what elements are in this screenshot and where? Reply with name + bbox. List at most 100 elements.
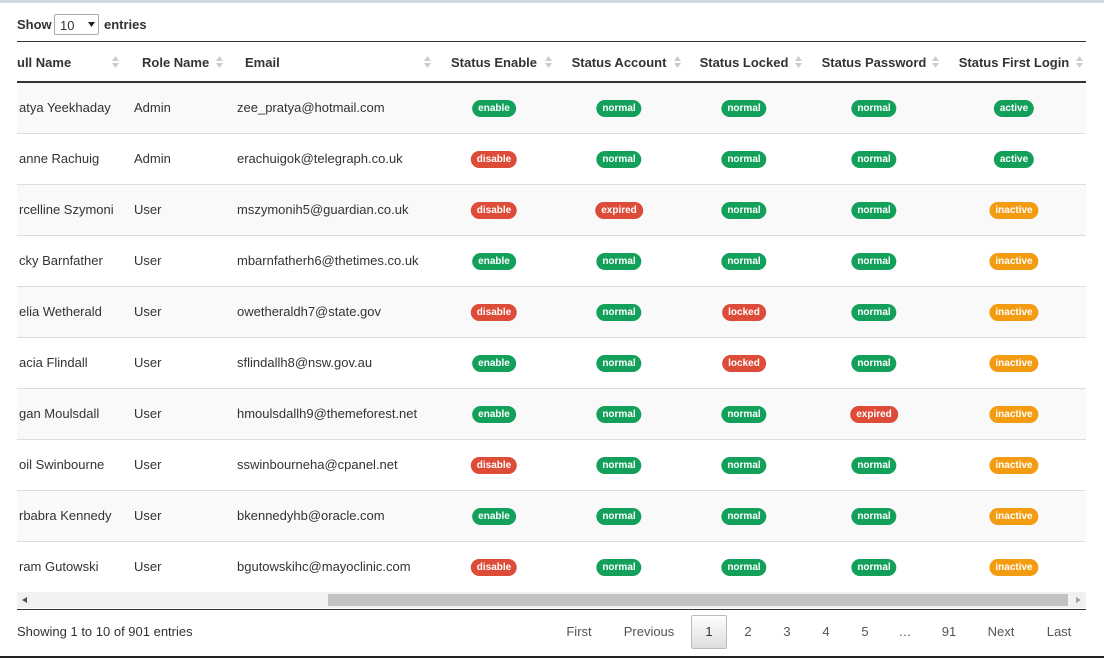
scroll-thumb[interactable]	[328, 594, 1068, 606]
role-name: User	[134, 508, 162, 523]
full-name: ram Gutowski	[19, 559, 99, 574]
full-name: anne Rachuig	[19, 151, 100, 166]
status-badge: normal	[851, 559, 897, 576]
table-row: elia Wetherald User owetheraldh7@state.gov…	[17, 287, 1086, 338]
status-badge: enable	[472, 406, 516, 423]
email: owetheraldh7@state.gov	[237, 304, 382, 319]
role-name: User	[134, 406, 162, 421]
table-row: oil Swinbourne User sswinbourneha@cpanel.n…	[17, 440, 1086, 491]
page-button[interactable]: 4	[822, 624, 830, 639]
status-badge: normal	[596, 457, 642, 474]
email: mbarnfatherh6@thetimes.co.uk	[237, 253, 419, 268]
sort-icon[interactable]	[216, 56, 223, 68]
status-badge: normal	[721, 508, 767, 525]
status-badge: normal	[721, 457, 767, 474]
h-scrollbar[interactable]	[17, 592, 1086, 608]
status-badge: normal	[851, 508, 897, 525]
email: sswinbourneha@cpanel.net	[237, 457, 398, 472]
full-name: atya Yeekhaday	[19, 100, 111, 115]
full-name: acia Flindall	[19, 355, 88, 370]
column-header[interactable]: Email	[245, 55, 280, 70]
status-badge: disable	[470, 202, 518, 219]
full-name: gan Moulsdall	[19, 406, 100, 421]
sort-icon[interactable]	[545, 56, 552, 68]
sort-icon[interactable]	[1076, 56, 1083, 68]
status-badge: active	[993, 151, 1035, 168]
page-button[interactable]: 2	[744, 624, 752, 639]
status-badge: normal	[721, 151, 767, 168]
email: zee_pratya@hotmail.com	[237, 100, 385, 115]
page-button[interactable]: First	[566, 624, 592, 639]
sort-icon[interactable]	[674, 56, 681, 68]
status-badge: disable	[470, 151, 518, 168]
table-row: acia Flindall User sflindallh8@nsw.gov.au e…	[17, 338, 1086, 389]
status-badge: normal	[851, 151, 897, 168]
sort-icon[interactable]	[112, 56, 119, 68]
status-badge: normal	[721, 202, 767, 219]
status-badge: inactive	[989, 202, 1039, 219]
sort-icon[interactable]	[795, 56, 802, 68]
status-badge: disable	[470, 457, 518, 474]
table-row: rcelline Szymoni User mszymonih5@guardian.…	[17, 185, 1086, 236]
page-button[interactable]: 91	[941, 624, 957, 639]
status-badge: locked	[722, 304, 766, 321]
status-badge: normal	[596, 508, 642, 525]
email: erachuigok@telegraph.co.uk	[237, 151, 403, 166]
length-select[interactable]: 10	[54, 14, 99, 35]
table-info: Showing 1 to 10 of 901 entries	[17, 624, 193, 639]
length-value: 10	[60, 18, 75, 33]
show-label: Show	[17, 17, 52, 32]
status-badge: normal	[596, 304, 642, 321]
table-row: rbabra Kennedy User bkennedyhb@oracle.com e…	[17, 491, 1086, 542]
page-button[interactable]: 3	[783, 624, 791, 639]
column-header[interactable]: Status Password	[821, 55, 927, 70]
status-badge: enable	[472, 100, 516, 117]
status-badge: enable	[472, 508, 516, 525]
top-border	[0, 0, 1104, 3]
email: bkennedyhb@oracle.com	[237, 508, 385, 523]
status-badge: normal	[851, 253, 897, 270]
email: sflindallh8@nsw.gov.au	[237, 355, 373, 370]
column-header[interactable]: Status Locked	[699, 55, 789, 70]
sort-icon[interactable]	[424, 56, 431, 68]
status-badge: inactive	[989, 559, 1039, 576]
status-badge: enable	[472, 253, 516, 270]
status-badge: inactive	[989, 508, 1039, 525]
role-name: User	[134, 457, 162, 472]
column-header[interactable]: Role Name	[142, 55, 210, 70]
header-bottom-line	[17, 81, 1086, 83]
status-badge: normal	[596, 406, 642, 423]
email: mszymonih5@guardian.co.uk	[237, 202, 409, 217]
status-badge: normal	[596, 559, 642, 576]
column-header[interactable]: Status Enable	[451, 55, 537, 70]
email: bgutowskihc@mayoclinic.com	[237, 559, 411, 574]
page-button[interactable]: Last	[1046, 624, 1072, 639]
role-name: Admin	[134, 151, 171, 166]
status-badge: normal	[851, 304, 897, 321]
full-name: rcelline Szymoni	[19, 202, 114, 217]
page-button[interactable]: Previous	[623, 624, 675, 639]
page-button[interactable]: …	[898, 624, 912, 639]
status-badge: inactive	[989, 253, 1039, 270]
full-name: rbabra Kennedy	[19, 508, 112, 523]
scroll-right[interactable]	[1076, 597, 1081, 603]
sort-icon[interactable]	[932, 56, 939, 68]
status-badge: inactive	[989, 406, 1039, 423]
role-name: User	[134, 202, 162, 217]
column-header[interactable]: Status First Login	[958, 55, 1070, 70]
status-badge: normal	[721, 100, 767, 117]
status-badge: enable	[472, 355, 516, 372]
page-button[interactable]: Next	[987, 624, 1015, 639]
table-row: ram Gutowski User bgutowskihc@mayoclinic.c…	[17, 542, 1086, 593]
column-header[interactable]: ull Name	[17, 55, 72, 70]
scroll-left[interactable]	[22, 597, 27, 603]
column-header[interactable]: Status Account	[571, 55, 667, 70]
page-button: 1	[705, 624, 713, 639]
status-badge: inactive	[989, 304, 1039, 321]
status-badge: disable	[470, 559, 518, 576]
role-name: User	[134, 559, 162, 574]
status-badge: active	[993, 100, 1035, 117]
status-badge: normal	[721, 406, 767, 423]
page-button[interactable]: 5	[861, 624, 869, 639]
